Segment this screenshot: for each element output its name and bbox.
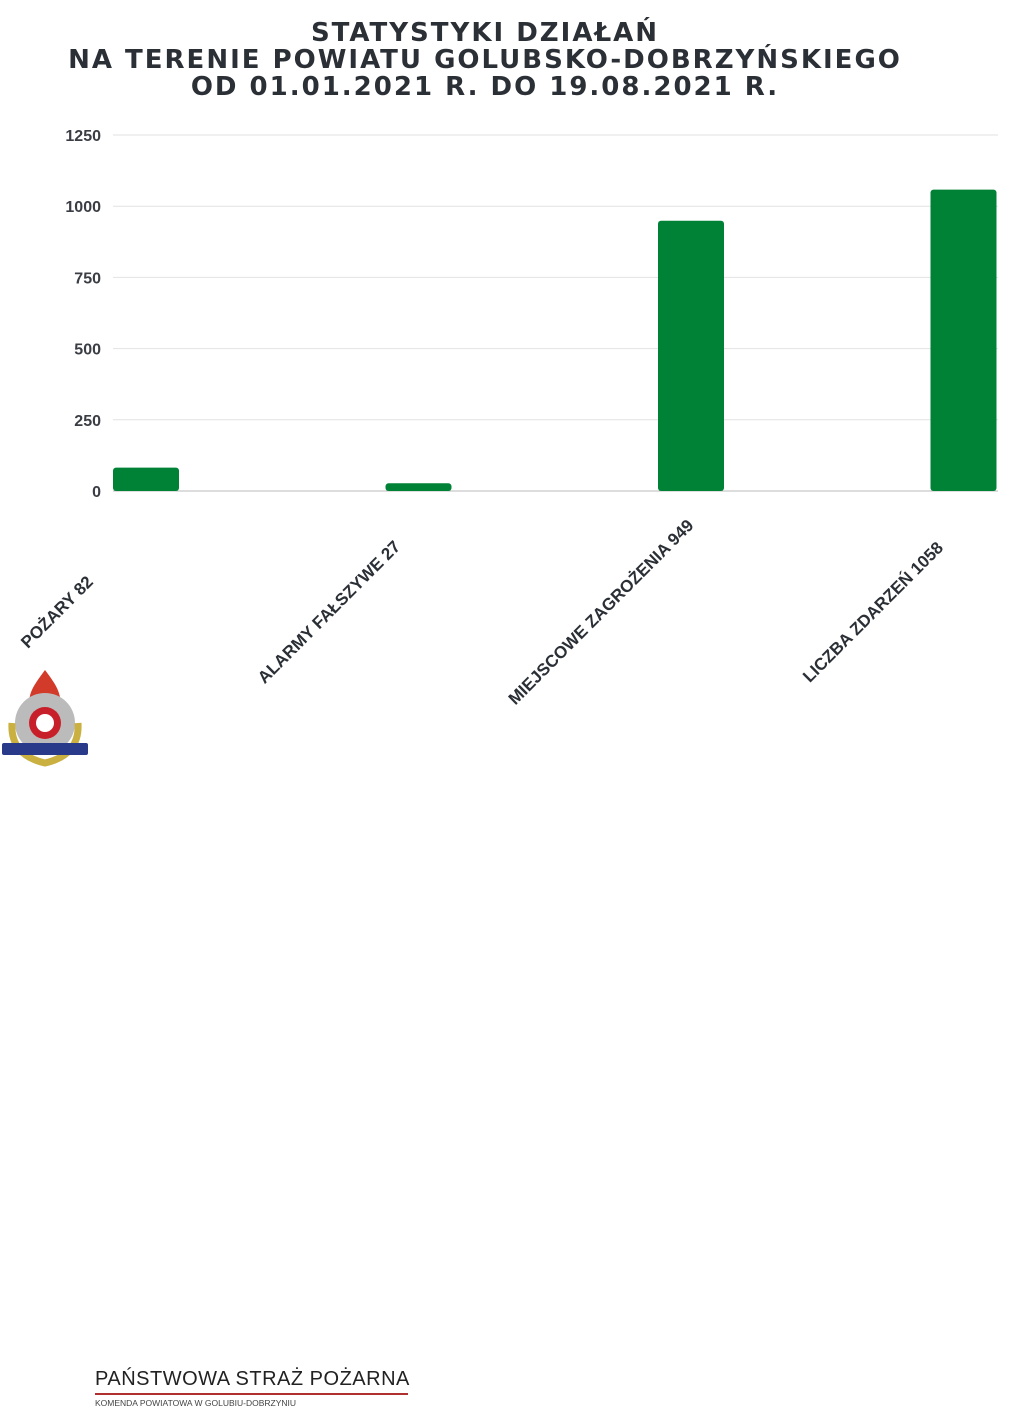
bar: [113, 467, 179, 491]
title-line-2: NA TERENIE POWIATU GOLUBSKO-DOBRZYŃSKIEG…: [68, 45, 902, 75]
divider: [95, 1393, 408, 1395]
bar: [658, 220, 724, 491]
y-tick-label: 1000: [65, 199, 101, 216]
bar: [930, 189, 997, 492]
y-tick-label: 750: [74, 270, 101, 287]
organization-unit: KOMENDA POWIATOWA W GOLUBIU-DOBRZYNIU: [95, 1398, 297, 1408]
bar: [385, 483, 452, 491]
title-line-3: OD 01.01.2021 R. DO 19.08.2021 R.: [190, 72, 780, 102]
title-line-1: STATYSTYKI DZIAŁAŃ: [310, 18, 660, 48]
y-tick-label: 250: [74, 413, 101, 430]
chart-title: STATYSTYKI DZIAŁAŃ NA TERENIE POWIATU GO…: [0, 20, 970, 101]
y-tick-label: 1250: [65, 128, 101, 145]
footer-logo-area: PAŃSTWOWA STRAŻ POŻARNA KOMENDA POWIATOW…: [0, 665, 420, 1408]
organization-name: PAŃSTWOWA STRAŻ POŻARNA: [95, 1368, 410, 1390]
x-category-label: MIEJSCOWE ZAGROŻENIA 949: [505, 516, 698, 709]
x-category-label: LICZBA ZDARZEŃ 1058: [799, 538, 947, 686]
y-tick-label: 0: [92, 484, 101, 501]
x-category-label: POŻARY 82: [17, 572, 97, 652]
y-tick-label: 500: [74, 342, 101, 359]
fire-service-emblem-icon: [2, 670, 88, 767]
